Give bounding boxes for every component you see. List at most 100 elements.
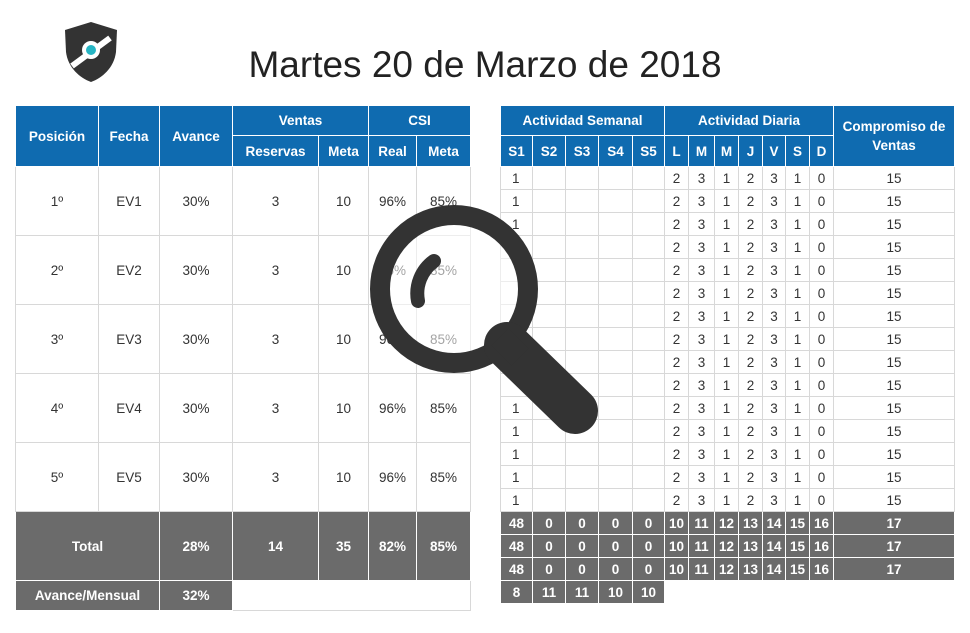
col-posicion: Posición [15, 105, 99, 167]
total-label: Total [15, 511, 160, 581]
activity-cell [500, 281, 533, 305]
activity-cell: 0 [809, 327, 835, 351]
activity-cell: 1 [785, 419, 811, 443]
activity-cell: 0 [809, 373, 835, 397]
table-row: 2 3 1 2 3 1 0 15 [500, 235, 956, 259]
table-row: 1º EV1 30% 3 10 96% 85% [15, 166, 472, 236]
activity-cell: 3 [762, 327, 787, 351]
table-row: 1 2 3 1 2 3 1 0 15 [500, 396, 956, 420]
col-day-1: L [664, 135, 690, 167]
cell-csi-meta: 85% [415, 235, 472, 305]
cell-reservas: 3 [232, 304, 319, 374]
total-cell: 15 [785, 534, 811, 558]
cell-csi-meta: 85% [415, 373, 472, 443]
activity-cell: 2 [738, 189, 764, 213]
activity-cell: 1 [785, 465, 811, 489]
activity-cell: 1 [500, 419, 533, 443]
activity-cell: 3 [688, 281, 716, 305]
activity-cell: 1 [500, 189, 533, 213]
activity-cell: 3 [762, 189, 787, 213]
activity-cell: 1 [500, 166, 533, 190]
weekly-total-cell: 10 [598, 580, 633, 604]
activity-cell [598, 304, 633, 328]
cell-posicion: 5º [15, 442, 99, 512]
activity-cell [532, 442, 566, 466]
total-cell: 0 [565, 557, 599, 581]
cell-meta: 10 [318, 235, 369, 305]
activity-cell: 3 [688, 235, 716, 259]
activity-cell: 2 [738, 166, 764, 190]
total-avance: 28% [159, 511, 233, 581]
cell-reservas: 3 [232, 235, 319, 305]
total-cell: 15 [785, 511, 811, 535]
table-row: 4º EV4 30% 3 10 96% 85% [15, 373, 472, 443]
activity-cell [500, 304, 533, 328]
col-actividad-diaria: Actividad Diaria [664, 105, 835, 136]
total-cell: 0 [598, 534, 633, 558]
activity-cell: 0 [809, 235, 835, 259]
activity-cell [565, 189, 599, 213]
activity-cell: 1 [500, 396, 533, 420]
activity-cell: 3 [762, 281, 787, 305]
activity-cell [565, 373, 599, 397]
total-cell: 0 [565, 534, 599, 558]
activity-cell: 2 [664, 419, 690, 443]
activity-cell: 1 [714, 396, 740, 420]
activity-cell [532, 258, 566, 282]
activity-cell: 0 [809, 396, 835, 420]
activity-cell: 15 [833, 442, 956, 466]
activity-cell: 2 [738, 258, 764, 282]
activity-cell: 2 [738, 442, 764, 466]
total-cell: 12 [714, 557, 740, 581]
activity-cell [631, 488, 666, 512]
activity-cell: 2 [664, 258, 690, 282]
total-cell: 11 [688, 534, 716, 558]
activity-cell: 0 [809, 212, 835, 236]
cell-posicion: 3º [15, 304, 99, 374]
activity-cell: 3 [688, 212, 716, 236]
activity-cell: 2 [664, 373, 690, 397]
total-cell: 0 [631, 534, 666, 558]
shield-logo-icon [65, 22, 117, 82]
activity-cell: 1 [714, 350, 740, 374]
activity-cell: 1 [785, 350, 811, 374]
activity-cell [598, 396, 633, 420]
activity-cell: 2 [664, 212, 690, 236]
col-day-3: M [714, 135, 740, 167]
col-week-1: S1 [500, 135, 533, 167]
activity-cell [631, 281, 666, 305]
activity-cell: 3 [762, 419, 787, 443]
total-row: 48 0 0 0 0 10 11 12 13 14 15 16 17 [500, 511, 956, 535]
table-row: 1 2 3 1 2 3 1 0 15 [500, 442, 956, 466]
total-cell: 12 [714, 534, 740, 558]
total-cell: 13 [738, 511, 764, 535]
activity-cell: 3 [762, 442, 787, 466]
col-week-3: S3 [565, 135, 599, 167]
activity-cell [565, 281, 599, 305]
activity-cell: 1 [785, 235, 811, 259]
total-cell: 10 [664, 511, 690, 535]
activity-cell: 1 [714, 465, 740, 489]
total-cell: 17 [833, 557, 956, 581]
total-cell: 0 [565, 511, 599, 535]
total-cell: 17 [833, 534, 956, 558]
activity-cell: 2 [664, 281, 690, 305]
cell-fecha: EV2 [98, 235, 160, 305]
activity-cell: 3 [762, 304, 787, 328]
activity-cell [598, 465, 633, 489]
table-row: 2º EV2 30% 3 10 96% 85% [15, 235, 472, 305]
cell-avance: 30% [159, 304, 233, 374]
activity-cell [500, 235, 533, 259]
activity-cell [532, 304, 566, 328]
activity-cell: 3 [688, 373, 716, 397]
activity-cell [532, 235, 566, 259]
activity-cell: 1 [500, 465, 533, 489]
blank-cell [664, 580, 955, 604]
activity-cell: 3 [688, 327, 716, 351]
table-row: 2 3 1 2 3 1 0 15 [500, 258, 956, 282]
activity-cell [598, 258, 633, 282]
activity-cell [565, 488, 599, 512]
activity-cell: 1 [714, 235, 740, 259]
activity-cell: 1 [785, 327, 811, 351]
cell-real: 96% [368, 442, 417, 512]
